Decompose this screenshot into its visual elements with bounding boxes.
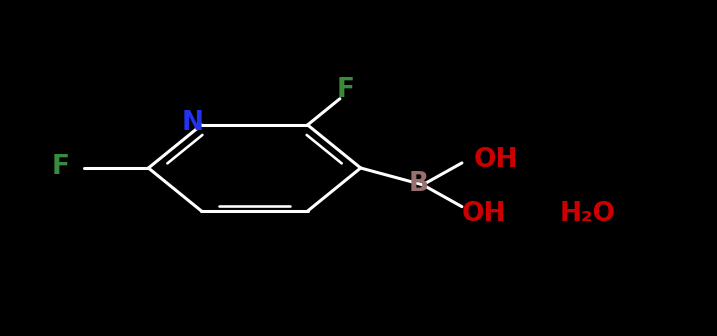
Text: OH: OH	[474, 147, 518, 173]
Text: H₂O: H₂O	[559, 201, 615, 227]
Text: B: B	[409, 171, 429, 197]
Text: F: F	[51, 154, 70, 180]
Text: F: F	[336, 77, 355, 103]
Text: OH: OH	[461, 201, 505, 227]
Text: N: N	[181, 110, 203, 136]
